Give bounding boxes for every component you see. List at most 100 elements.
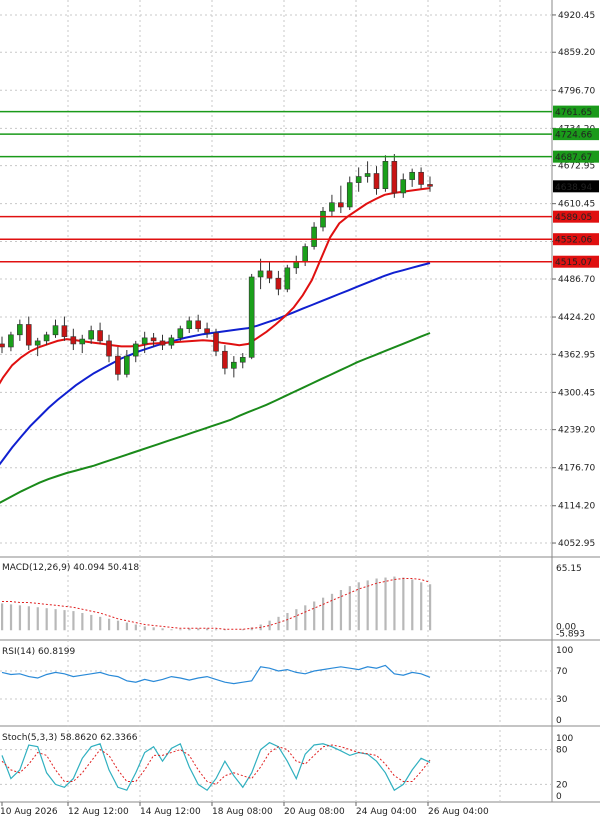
candle-body [346,182,353,208]
time-tick-label: 26 Aug 04:00 [428,807,489,816]
price-tick-label: 4300.45 [558,388,595,398]
candle-body [311,226,317,247]
candle-body [222,350,228,369]
rsi-tick-label: 70 [556,667,568,677]
macd-histogram-bar [179,629,182,631]
candle-body [70,336,77,345]
candle-body [88,330,94,340]
candle-body [257,270,264,278]
candle-body [0,343,5,348]
candle-body [266,270,273,279]
macd-histogram-bar [384,577,387,631]
resistance-level-badge [553,150,599,163]
candle-body [231,361,237,369]
macd-histogram-bar [339,590,343,631]
current-price-label: 4638.94 [555,183,592,193]
stoch-tick-label: 20 [556,780,568,790]
time-tick-label: 10 Aug 2026 [0,807,58,816]
candle-body [168,337,175,346]
macd-histogram-bar [393,576,396,631]
macd-histogram-bar [357,582,360,631]
price-tick-label: 4610.45 [558,200,595,210]
macd-histogram-bar [250,627,253,631]
macd-histogram-bar [348,586,351,631]
candle-body [275,277,282,290]
macd-histogram-bar [313,601,316,631]
candle-body [355,176,362,183]
time-tick-label: 20 Aug 08:00 [284,807,345,816]
macd-histogram-bar [215,629,218,631]
candle-body [34,340,41,346]
price-tick-label: 4486.70 [558,275,595,285]
macd-histogram-bar [108,618,111,631]
candle-body [141,337,148,345]
macd-histogram-bar [99,616,102,631]
support-level-label: 4515.07 [555,258,592,268]
resistance-level-label: 4687.67 [555,153,592,163]
macd-histogram-bar [411,579,414,631]
macd-histogram-bar [134,624,137,631]
macd-tick-label: 65.15 [556,564,582,574]
stoch-d-line [1,744,431,785]
macd-histogram-bar [366,580,369,631]
price-tick-label: 4859.20 [558,48,595,58]
support-level-badge [553,210,599,223]
macd-histogram-bar [90,614,93,631]
rsi-tick-label: 0 [556,716,562,726]
macd-histogram-bar [429,584,432,631]
resistance-level-badge [553,128,599,141]
candle-body [177,328,184,339]
rsi-tick-label: 30 [556,695,568,705]
candle-body [97,330,103,342]
resistance-level-label: 4724.66 [555,131,592,141]
candle-body [79,338,86,345]
macd-histogram-bar [241,629,244,631]
macd-histogram-bar [27,606,30,631]
stoch-label: Stoch(5,3,3) 58.8620 62.3366 [2,733,138,743]
price-tick-label: 4114.20 [558,502,595,512]
candle-body [195,320,201,330]
candle-body [391,161,398,194]
macd-histogram-bar [116,620,120,631]
macd-tick-label: 0.00 [556,622,576,632]
price-tick-label: 4362.95 [558,350,595,360]
candle-body [409,171,415,180]
resistance-level-badge [553,105,599,118]
price-tick-label: 4052.95 [558,539,595,549]
price-tick-label: 4176.70 [558,464,595,474]
resistance-level-label: 4761.65 [555,108,592,118]
candle-body [17,324,23,336]
macd-histogram-bar [54,609,57,631]
candle-body [213,332,219,352]
candle-body [115,355,121,375]
time-tick-label: 18 Aug 08:00 [212,807,273,816]
support-level-badge [553,233,599,246]
support-level-label: 4552.06 [555,236,592,246]
candle-body [427,184,433,187]
macd-label: MACD(12,26,9) 40.094 50.418 [2,563,139,573]
candle-body [373,173,380,190]
candle-body [248,276,255,358]
macd-histogram-bar [286,613,289,631]
ma-green-line [0,332,431,504]
candle-body [284,267,291,290]
candle-body [364,173,371,177]
stoch-tick-label: 80 [556,746,568,756]
candle-body [43,334,50,342]
ma-blue-line [0,262,431,466]
candle-body [204,328,210,334]
macd-histogram-bar [420,582,423,631]
candle-body [418,171,424,185]
candle-body [159,340,166,346]
macd-signal-line [2,578,431,630]
price-tick-label: 4920.45 [558,11,595,21]
macd-histogram-bar [170,629,173,631]
candle-body [132,343,139,357]
macd-tick-label: -5.893 [556,629,585,639]
macd-histogram-bar [188,628,191,631]
candle-body [186,320,193,330]
price-tick-label: 4672.95 [558,162,595,172]
macd-histogram-bar [72,611,75,631]
